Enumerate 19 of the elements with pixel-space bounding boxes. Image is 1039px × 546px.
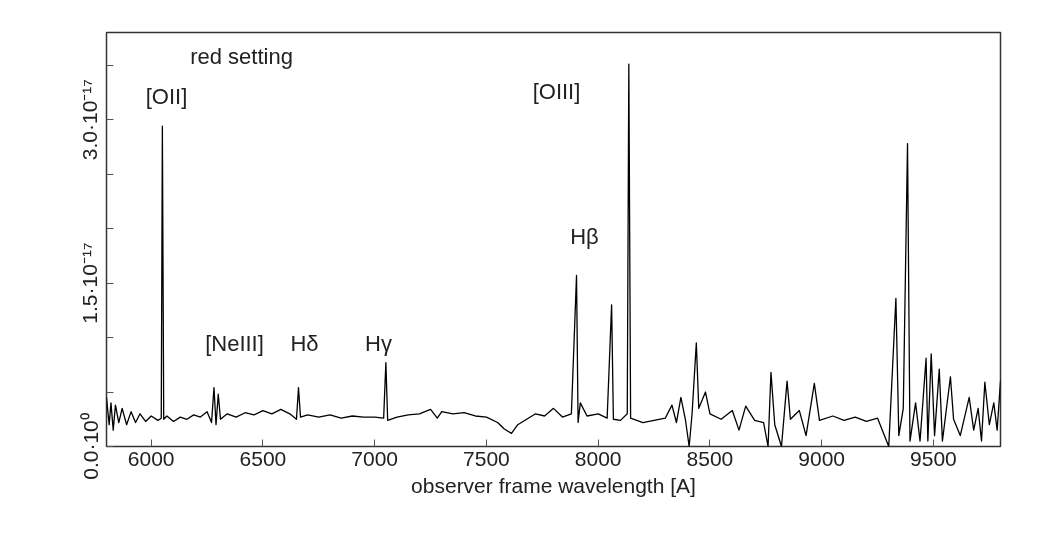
x-tick-label: 7500 <box>463 446 510 470</box>
y-tick-label: 3.0·10⁻¹⁷ <box>78 79 102 161</box>
annotation: red setting <box>190 44 293 69</box>
annotation: Hβ <box>570 224 599 249</box>
y-tick-label: 0.0·10⁰ <box>78 413 102 480</box>
x-tick-label: 8500 <box>686 446 734 470</box>
x-tick-label: 7000 <box>351 446 399 470</box>
x-tick-label: 9000 <box>798 446 846 470</box>
x-tick-label: 9500 <box>910 446 957 470</box>
x-tick-label: 8000 <box>574 446 622 470</box>
x-axis-title: observer frame wavelength [A] <box>411 473 696 497</box>
annotation: [OIII] <box>532 79 581 104</box>
annotation: [NeIII] <box>205 331 264 356</box>
annotation: Hγ <box>365 331 392 356</box>
annotation: Hδ <box>290 331 319 356</box>
x-tick-label: 6500 <box>239 446 287 470</box>
x-tick-label: 6000 <box>127 446 175 470</box>
y-tick-label: 1.5·10⁻¹⁷ <box>78 242 102 324</box>
annotation: [OII] <box>145 84 188 109</box>
